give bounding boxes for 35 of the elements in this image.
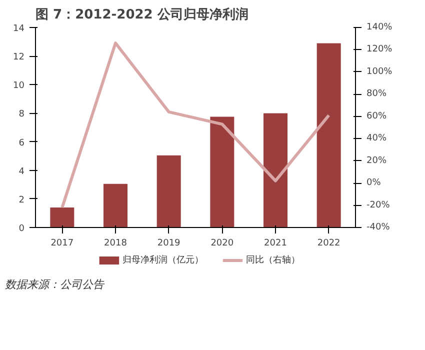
y-tick-label: 10: [13, 81, 25, 92]
y2-tick-label: 0%: [366, 178, 382, 188]
legend-label: 同比（右轴）: [246, 254, 300, 266]
y2-tick-label: 40%: [366, 134, 387, 144]
x-tick-label: 2017: [50, 238, 74, 248]
bar: [210, 116, 234, 228]
bar: [156, 155, 181, 228]
x-tick-label: 2021: [264, 238, 287, 248]
y2-tick-label: 140%: [366, 22, 393, 32]
y-tick-label: 6: [18, 138, 25, 148]
y2-tick-label: -40%: [366, 222, 390, 232]
y-tick-label: 12: [13, 52, 24, 63]
bar: [50, 208, 74, 228]
y-tick-label: 14: [13, 24, 25, 34]
x-tick-label: 2022: [317, 238, 340, 248]
bar: [104, 184, 128, 228]
legend-label: 归母净利润（亿元）: [122, 254, 204, 266]
bar: [316, 43, 341, 228]
y-tick-label: 8: [18, 110, 25, 120]
x-tick-label: 2018: [104, 238, 128, 248]
y2-tick-label: 60%: [366, 111, 387, 122]
y2-tick-label: 20%: [366, 156, 387, 166]
chart-title: 图 7：2012-2022 公司归母净利润: [36, 6, 248, 22]
x-tick-label: 2019: [157, 238, 181, 248]
y-tick-label: 4: [18, 166, 25, 177]
bar: [264, 113, 288, 228]
y2-tick-label: 80%: [366, 89, 387, 100]
y-tick-label: 2: [18, 195, 25, 206]
x-tick-label: 2020: [210, 238, 234, 248]
line-series: [60, 42, 330, 209]
y-tick-label: 0: [18, 224, 25, 234]
source-note: 数据来源：公司公告: [5, 277, 104, 293]
y2-tick-label: 100%: [366, 66, 393, 77]
y2-tick-label: 120%: [366, 44, 393, 55]
y2-tick-label: -20%: [366, 200, 390, 210]
